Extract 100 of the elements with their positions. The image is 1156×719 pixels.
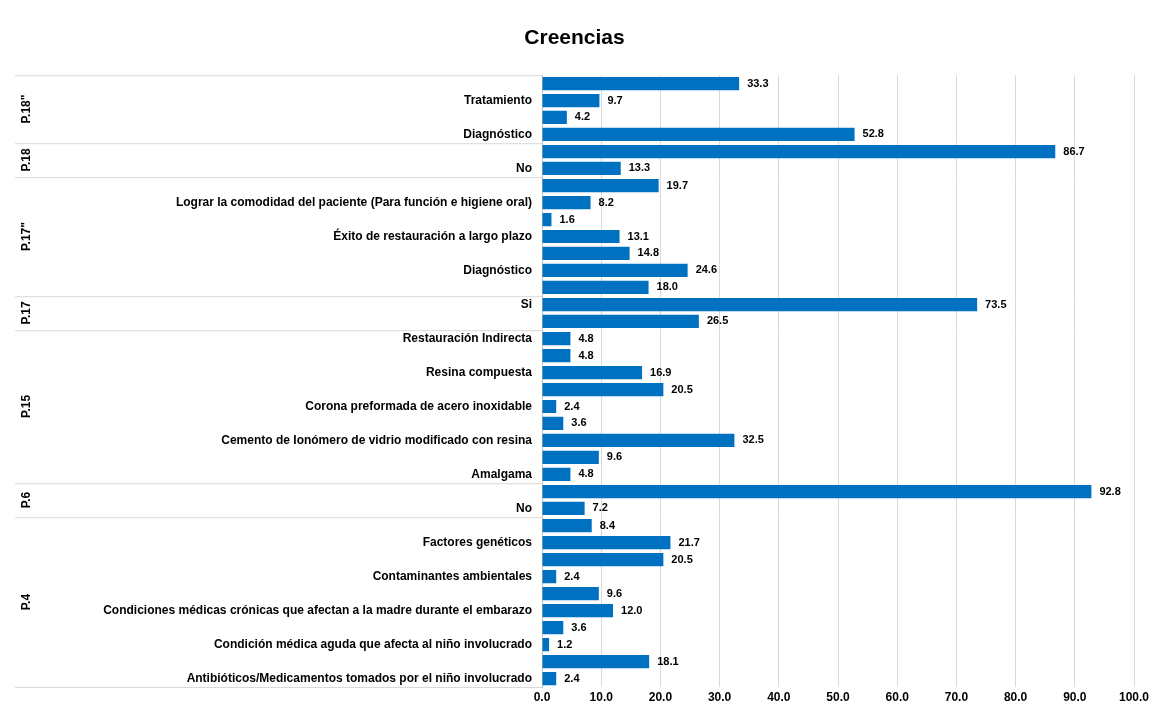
data-label: 26.5 xyxy=(706,314,729,327)
data-label: 8.2 xyxy=(598,195,614,208)
x-tick-label: 90.0 xyxy=(1063,689,1087,704)
y-tick-label: Tratamiento xyxy=(463,92,532,107)
data-label: 24.6 xyxy=(695,263,718,276)
data-label: 4.8 xyxy=(578,467,594,480)
data-label: 2.4 xyxy=(564,399,581,412)
data-label: 20.5 xyxy=(671,552,693,565)
data-label: 3.6 xyxy=(571,416,587,429)
y-tick-label: No xyxy=(516,500,532,515)
bar xyxy=(542,399,557,414)
x-tick-label: 80.0 xyxy=(1003,689,1028,704)
data-label: 8.4 xyxy=(599,518,616,531)
y-tick-label: Lograr la comodidad del paciente (Para función e higiene oral) xyxy=(175,194,532,209)
bar xyxy=(542,77,740,91)
bar xyxy=(542,536,671,550)
data-label: 9.6 xyxy=(606,586,623,599)
bar xyxy=(542,467,571,481)
y-tick-label: No xyxy=(516,160,532,175)
bar xyxy=(542,127,855,141)
data-label: 1.6 xyxy=(559,212,575,225)
y-tick-label: Éxito de restauración a largo plazo xyxy=(333,227,532,243)
data-label: 18.1 xyxy=(657,654,679,667)
bar xyxy=(542,229,620,244)
x-tick-label: 10.0 xyxy=(589,689,614,704)
data-label: 21.7 xyxy=(678,535,700,548)
data-label: 13.3 xyxy=(628,161,651,174)
data-label: 3.6 xyxy=(571,620,587,633)
data-label: 86.7 xyxy=(1063,144,1085,157)
data-label: 73.5 xyxy=(985,297,1007,310)
data-label: 12.0 xyxy=(621,603,643,616)
y-tick-label: Diagnóstico xyxy=(463,262,532,277)
data-label: 33.3 xyxy=(747,76,769,89)
bar xyxy=(542,450,599,464)
bar xyxy=(542,433,735,448)
bar xyxy=(542,382,664,397)
bar xyxy=(542,553,664,567)
x-tick-label: 100.0 xyxy=(1118,689,1150,704)
x-tick-label: 40.0 xyxy=(767,689,791,704)
bar xyxy=(542,654,650,669)
data-label: 13.1 xyxy=(627,229,649,242)
data-label: 9.7 xyxy=(607,93,623,106)
x-tick-label: 70.0 xyxy=(944,689,969,704)
y-axis-title: P.17 xyxy=(18,301,33,325)
bar xyxy=(542,93,600,108)
bar xyxy=(542,110,567,125)
y-tick-label: Condiciones médicas crónicas que afectan a la madre durante el embarazo xyxy=(103,602,532,617)
data-label: 92.8 xyxy=(1099,484,1121,497)
y-axis-title: P.15 xyxy=(18,394,33,419)
chart-title: Creencias xyxy=(524,25,625,49)
data-label: 32.5 xyxy=(742,433,764,446)
y-axis-title: P.6 xyxy=(18,491,33,509)
data-label: 9.6 xyxy=(606,450,623,463)
y-tick-label: Antibióticos/Medicamentos tomados por el niño involucrado xyxy=(186,670,532,685)
bar xyxy=(542,280,649,294)
x-tick-label: 60.0 xyxy=(885,689,910,704)
bar xyxy=(542,570,557,584)
bar xyxy=(542,519,592,533)
x-tick-label: 0.0 xyxy=(533,689,551,704)
y-tick-label: Amalgama xyxy=(471,466,533,481)
bar xyxy=(542,586,599,601)
data-label: 20.5 xyxy=(671,382,693,395)
bar xyxy=(542,263,688,277)
data-label: 4.8 xyxy=(578,331,594,344)
y-tick-label: Condición médica aguda que afecta al niño involucrado xyxy=(213,636,532,651)
data-label: 4.2 xyxy=(574,110,591,123)
data-label: 19.7 xyxy=(666,178,689,191)
data-label: 18.0 xyxy=(656,280,678,293)
y-tick-label: Factores genéticos xyxy=(422,534,533,549)
bar xyxy=(542,179,659,193)
y-tick-label: Diagnóstico xyxy=(463,126,532,141)
bar xyxy=(542,637,550,652)
bar xyxy=(542,246,630,261)
x-tick-label: 50.0 xyxy=(826,689,850,704)
y-tick-label: Restauración Indirecta xyxy=(402,330,533,345)
data-label: 4.8 xyxy=(578,348,594,361)
y-axis-title: P.4 xyxy=(18,593,33,611)
y-axis-title: P.18" xyxy=(18,94,33,124)
y-tick-label: Cemento de Ionómero de vidrio modificado con resina xyxy=(221,432,533,447)
bar xyxy=(542,365,643,380)
y-tick-label: Contaminantes ambientales xyxy=(372,568,533,583)
data-label: 1.2 xyxy=(557,637,573,650)
bar xyxy=(542,671,557,686)
bar xyxy=(542,416,564,431)
x-tick-label: 20.0 xyxy=(648,689,673,704)
data-label: 7.2 xyxy=(592,501,608,514)
bar xyxy=(542,603,614,618)
data-label: 16.9 xyxy=(650,365,672,378)
y-tick-label: Resina compuesta xyxy=(425,364,533,379)
bar xyxy=(542,332,571,346)
y-tick-label: Si xyxy=(520,296,532,311)
y-axis-title: P.17" xyxy=(18,222,33,251)
y-tick-label: Corona preformada de acero inoxidable xyxy=(305,398,533,413)
data-label: 14.8 xyxy=(637,246,660,259)
y-axis-title: P.18 xyxy=(18,148,33,172)
data-label: 2.4 xyxy=(564,671,581,684)
data-label: 52.8 xyxy=(862,127,884,140)
data-label: 2.4 xyxy=(564,569,581,582)
x-tick-label: 30.0 xyxy=(707,689,732,704)
bar xyxy=(542,196,591,210)
